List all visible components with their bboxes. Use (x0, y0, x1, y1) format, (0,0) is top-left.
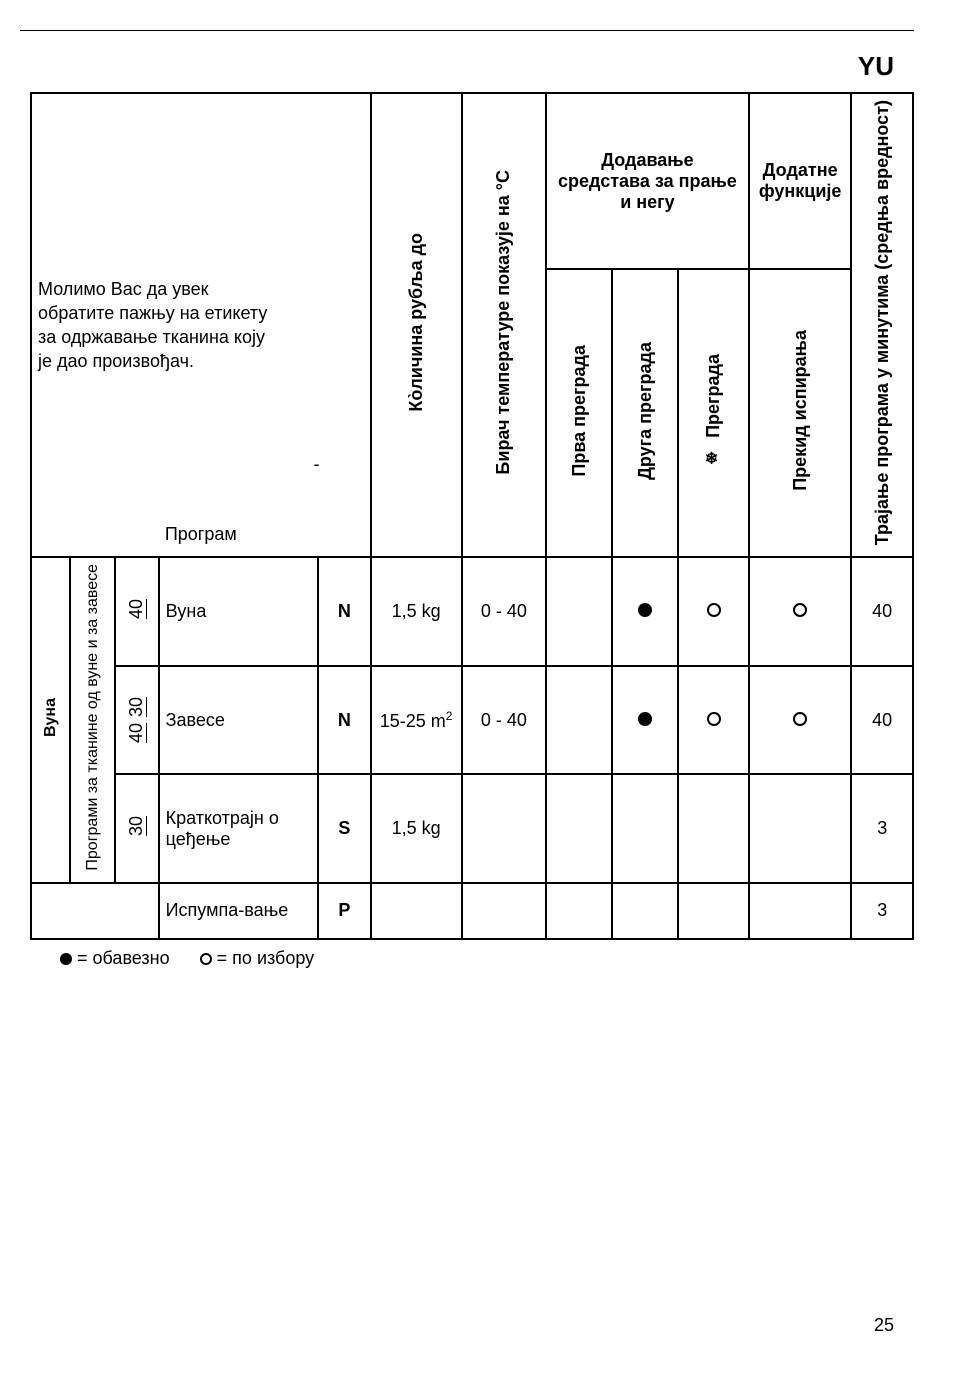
page: YU Молимо Вас да увек обратите пажњу на … (0, 0, 954, 1376)
group-a-cell: Вуна (31, 557, 70, 883)
group-a-label: Вуна (42, 698, 60, 737)
header-additives-group: Додавање средстава за прање и негу (546, 93, 749, 269)
quantity-cell: 1,5 kg (371, 557, 462, 666)
dot-filled-icon (638, 712, 652, 726)
header-rinse-stop: Прекид испирања (749, 269, 852, 557)
compartment-1-cell (546, 774, 612, 883)
snowflake-icon: ❄ (704, 448, 721, 467)
compartment-3-cell (678, 666, 749, 775)
page-number: 25 (874, 1315, 894, 1336)
legend-mandatory-text: = обавезно (77, 948, 170, 968)
country-code: YU (30, 51, 914, 82)
tub-icon: 40 (126, 599, 147, 619)
header-duration: Трајање програма у минутима (средња вред… (851, 93, 913, 557)
top-rule (20, 30, 914, 31)
header-extra-functions: Додатне функције (749, 93, 852, 269)
duration-cell: 3 (851, 774, 913, 883)
compartment-2-cell (612, 666, 678, 775)
table-row: Вуна Програми за тканине од вуне и за за… (31, 557, 913, 666)
legend-optional-text: = по избору (217, 948, 315, 968)
quantity-cell: 1,5 kg (371, 774, 462, 883)
table-row: Испумпа-вање P 3 (31, 883, 913, 939)
program-name: Краткотрајн о цеђење (159, 774, 319, 883)
compartment-2-cell (612, 883, 678, 939)
compartment-2-cell (612, 557, 678, 666)
dot-open-icon (707, 603, 721, 617)
temperature-cell: 0 - 40 (462, 557, 546, 666)
program-table: Молимо Вас да увек обратите пажњу на ети… (30, 92, 914, 940)
dot-open-icon (793, 712, 807, 726)
rinse-stop-cell (749, 666, 852, 775)
temperature-cell (462, 774, 546, 883)
program-code: N (318, 557, 370, 666)
group-b-label: Програми за тканине од вуне и за завесе (84, 564, 102, 871)
table-row: 30 Краткотрајн о цеђење S 1,5 kg 3 (31, 774, 913, 883)
quantity-cell: 15-25 m2 (371, 666, 462, 775)
program-name: Завесе (159, 666, 319, 775)
dot-open-icon (200, 953, 212, 965)
care-symbol-cell: 40 (115, 557, 158, 666)
empty-group-cell (31, 883, 159, 939)
header-compartment-1: Прва преграда (546, 269, 612, 557)
tub-icon: 30 (126, 816, 147, 836)
compartment-1-cell (546, 666, 612, 775)
tub-icon: 30 (126, 697, 147, 717)
program-name: Испумпа-вање (159, 883, 319, 939)
table-row: 30 40 Завесе N 15-25 m2 0 - 40 40 (31, 666, 913, 775)
compartment-3-cell (678, 774, 749, 883)
compartment-3-cell (678, 557, 749, 666)
dot-open-icon (707, 712, 721, 726)
tub-icon: 40 (126, 723, 147, 743)
rinse-stop-cell (749, 774, 852, 883)
program-label: Програм (32, 522, 370, 546)
care-symbol-cell: 30 40 (115, 666, 158, 775)
quantity-cell (371, 883, 462, 939)
header-compartment-3: ❄ Преграда (678, 269, 749, 557)
header-temperature: Бирач температуре показује на °C (462, 93, 546, 557)
dot-filled-icon (60, 953, 72, 965)
dot-filled-icon (638, 603, 652, 617)
dot-open-icon (793, 603, 807, 617)
rinse-stop-cell (749, 883, 852, 939)
care-symbol-cell: 30 (115, 774, 158, 883)
duration-cell: 40 (851, 666, 913, 775)
compartment-3-cell (678, 883, 749, 939)
duration-cell: 3 (851, 883, 913, 939)
legend: = обавезно = по избору (30, 948, 914, 969)
header-compartment-2: Друга преграда (612, 269, 678, 557)
instruction-text: Молимо Вас да увек обратите пажњу на ети… (38, 277, 268, 374)
program-name: Вуна (159, 557, 319, 666)
compartment-1-cell (546, 557, 612, 666)
duration-cell: 40 (851, 557, 913, 666)
program-code: N (318, 666, 370, 775)
dash-mark: - (314, 452, 320, 476)
temperature-cell (462, 883, 546, 939)
instruction-cell: Молимо Вас да увек обратите пажњу на ети… (31, 93, 371, 557)
program-code: P (318, 883, 370, 939)
temperature-cell: 0 - 40 (462, 666, 546, 775)
rinse-stop-cell (749, 557, 852, 666)
header-quantity: Ко̀личина рубља до (371, 93, 462, 557)
group-b-cell: Програми за тканине од вуне и за завесе (70, 557, 116, 883)
program-code: S (318, 774, 370, 883)
compartment-2-cell (612, 774, 678, 883)
compartment-1-cell (546, 883, 612, 939)
